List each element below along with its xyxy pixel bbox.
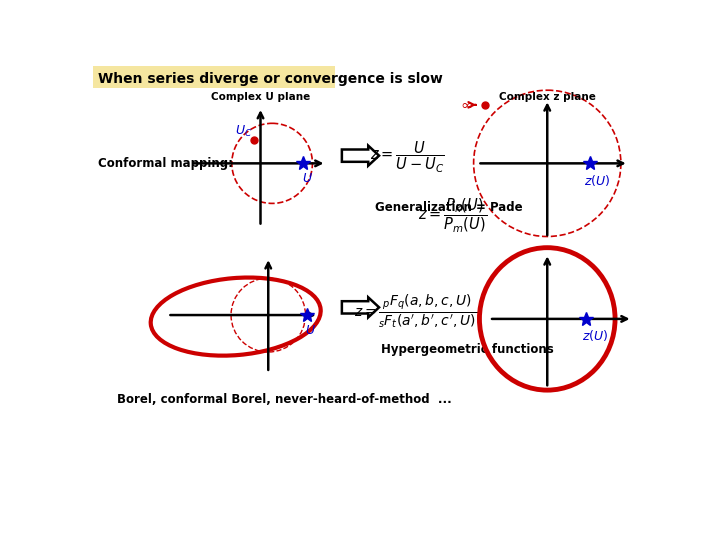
Text: Generalization = Pade: Generalization = Pade	[375, 201, 523, 214]
Text: Borel, conformal Borel, never-heard-of-method  ...: Borel, conformal Borel, never-heard-of-m…	[117, 393, 452, 406]
Text: $z = \dfrac{P_k(U)}{P_m(U)}$: $z = \dfrac{P_k(U)}{P_m(U)}$	[418, 196, 487, 234]
Text: $U$: $U$	[302, 172, 312, 185]
Text: Complex U plane: Complex U plane	[211, 92, 310, 102]
FancyArrow shape	[342, 146, 379, 166]
Text: $U$: $U$	[305, 324, 315, 337]
Text: When series diverge or convergence is slow: When series diverge or convergence is sl…	[98, 72, 443, 86]
Text: $z(U)$: $z(U)$	[582, 328, 608, 343]
Text: Hypergeometric functions: Hypergeometric functions	[381, 343, 554, 356]
FancyArrow shape	[342, 298, 379, 318]
Text: $z = \dfrac{{}_{p}F_q(a,b,c,U)}{{}_{s}F_t(a^{\prime},b^{\prime},c^{\prime},U)}$: $z = \dfrac{{}_{p}F_q(a,b,c,U)}{{}_{s}F_…	[354, 293, 477, 330]
Text: Complex z plane: Complex z plane	[499, 92, 595, 102]
Text: Conformal mapping:: Conformal mapping:	[98, 157, 233, 170]
Text: $z(U)$: $z(U)$	[585, 173, 611, 188]
Text: $z = \dfrac{U}{U - U_C}$: $z = \dfrac{U}{U - U_C}$	[370, 139, 445, 175]
Text: $\infty$: $\infty$	[460, 97, 473, 112]
FancyBboxPatch shape	[93, 66, 335, 88]
Text: $U_C$: $U_C$	[235, 124, 252, 139]
